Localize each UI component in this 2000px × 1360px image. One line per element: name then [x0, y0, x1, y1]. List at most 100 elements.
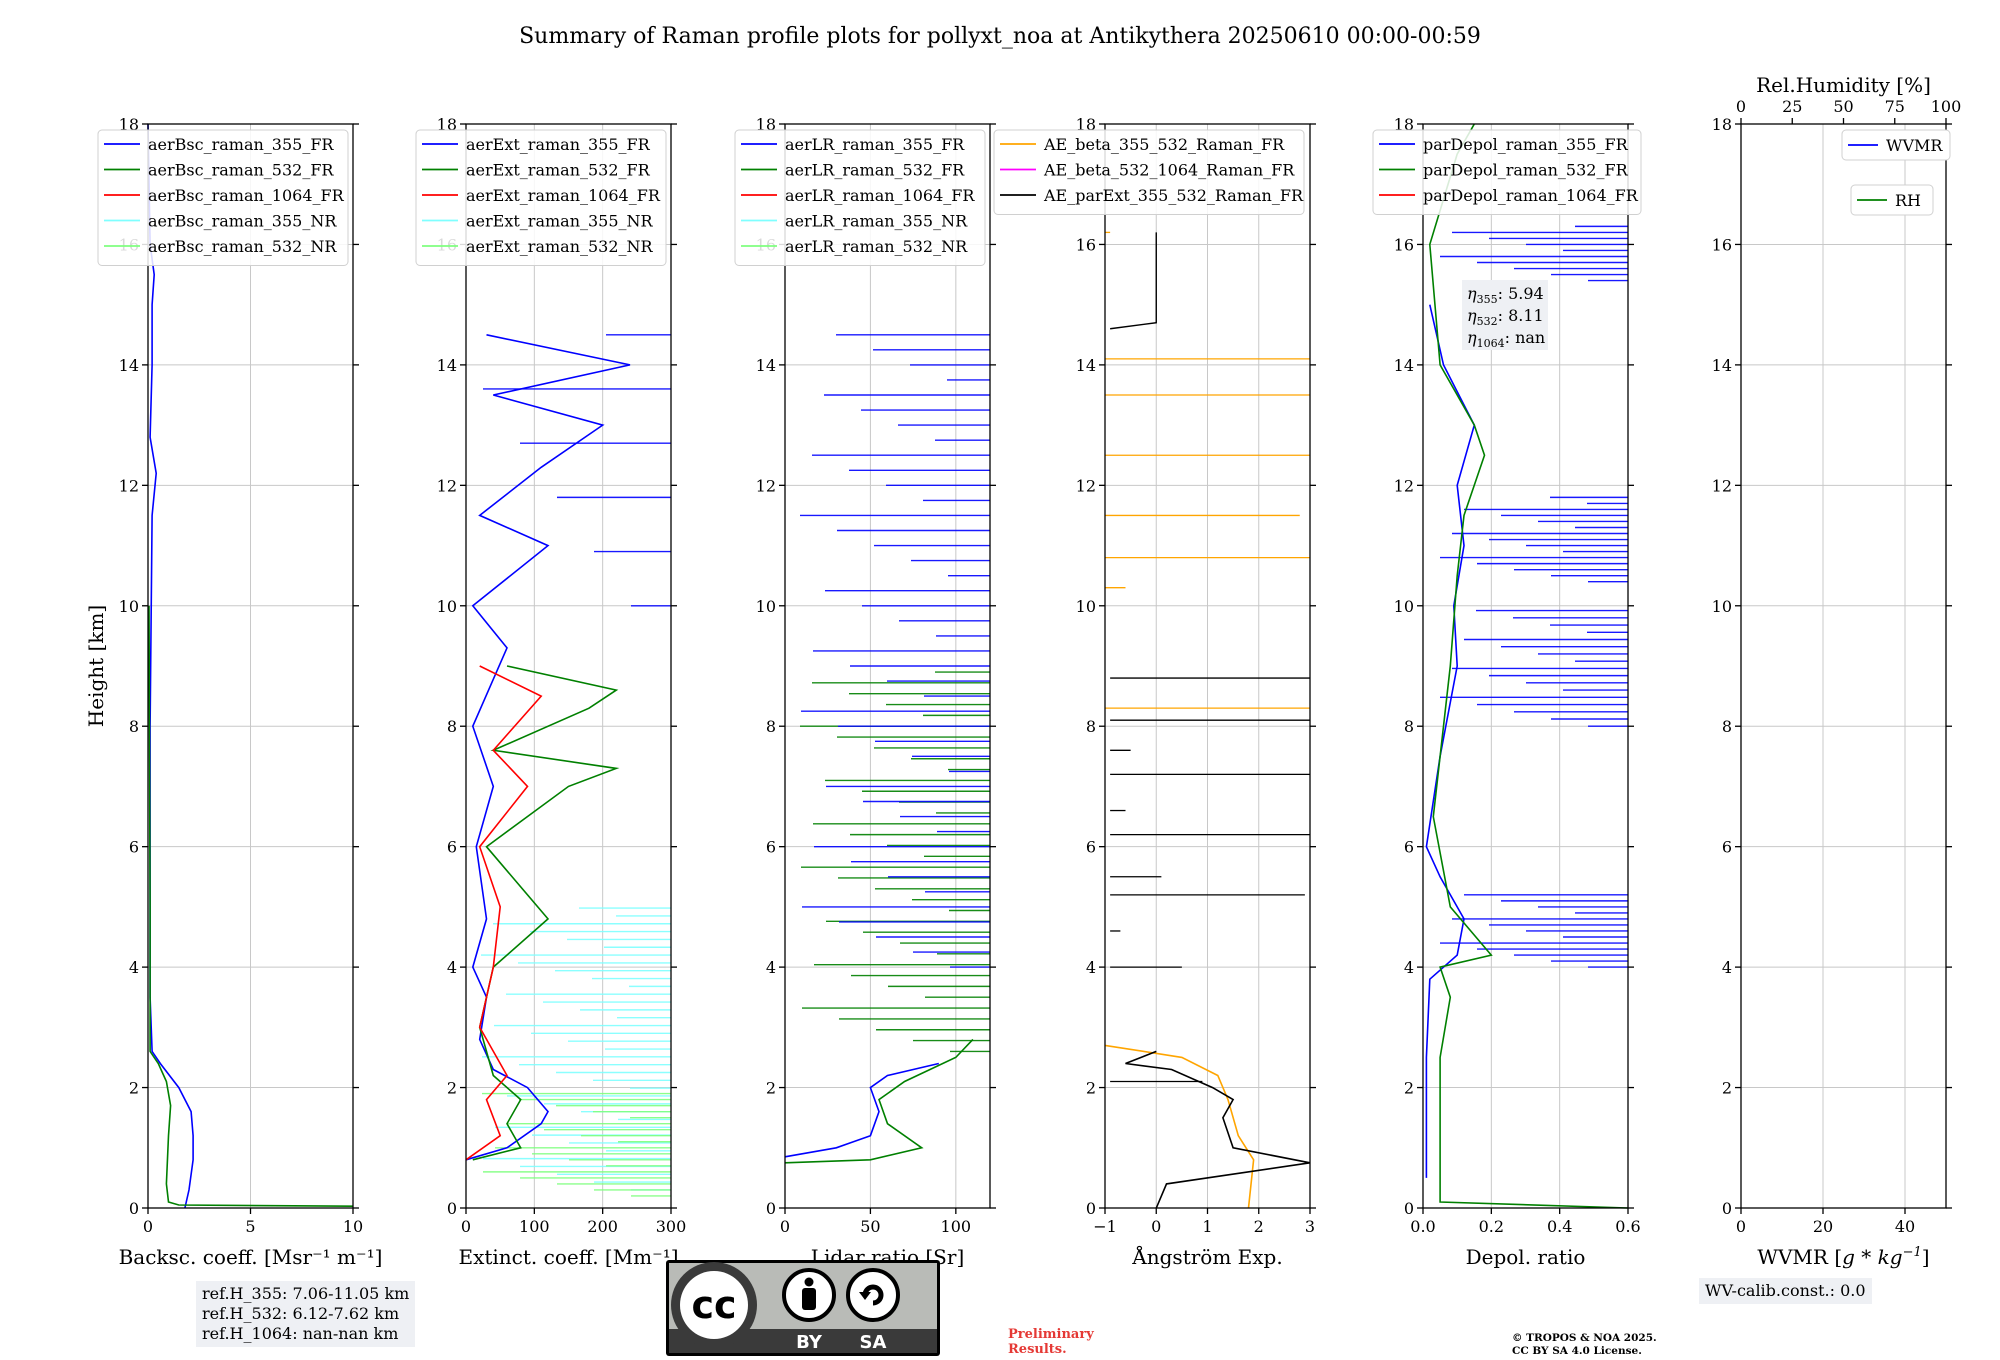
x-tick-label-ae-3: 2	[1254, 1217, 1264, 1236]
legend-label-ext-4: aerExt_raman_532_NR	[466, 237, 654, 256]
legend-box-wv-0	[1841, 129, 1951, 161]
legend-label-ae-1: AE_beta_532_1064_Raman_FR	[1043, 161, 1295, 180]
series-dep-0	[1425, 304, 1476, 1178]
x-axis-label-ext: Extinct. coeff. [Mm⁻¹]	[458, 1245, 678, 1269]
preliminary-line-1: Preliminary	[1008, 1327, 1094, 1342]
wv-calib-box: WV-calib.const.: 0.0	[1699, 1278, 1872, 1304]
axes-frame-dep	[1422, 123, 1629, 1209]
y-tick-label-dep-8: 16	[1394, 235, 1414, 254]
x-tick-label-wv-1: 20	[1813, 1217, 1833, 1236]
legend-box-lr	[734, 129, 986, 266]
y-tick-label-ae-6: 12	[1076, 476, 1096, 495]
refH-1064: ref.H_1064: nan-nan km	[202, 1324, 399, 1343]
y-tick-label-ae-4: 8	[1086, 717, 1096, 736]
y-tick-label-bsc-1: 2	[129, 1079, 139, 1098]
eta-355: η355: 5.94	[1467, 284, 1544, 306]
x-tick-label-ae-1: 0	[1151, 1217, 1161, 1236]
legend-label-bsc-0: aerBsc_raman_355_FR	[148, 135, 334, 154]
y-tick-label-wv-5: 10	[1712, 597, 1732, 616]
y-tick-label-dep-1: 2	[1404, 1079, 1414, 1098]
legend-label-lr-1: aerLR_raman_532_FR	[785, 161, 965, 180]
legend-box-dep	[1372, 129, 1642, 215]
axes-frame-lr	[784, 123, 991, 1209]
x-tick-label-wv-2: 40	[1895, 1217, 1915, 1236]
y-tick-label-ext-3: 6	[447, 838, 457, 857]
x-axis-label-ae: Ångström Exp.	[1131, 1244, 1282, 1269]
y-tick-label-bsc-7: 14	[119, 356, 139, 375]
legend-label-wv-1: RH	[1895, 191, 1921, 210]
series-dep-1	[1428, 123, 1629, 1209]
top-x-tick-label-2: 50	[1833, 97, 1853, 116]
eta-box	[1462, 280, 1548, 350]
legend-label-bsc-1: aerBsc_raman_532_FR	[148, 161, 334, 180]
y-tick-label-ext-2: 4	[447, 958, 457, 977]
x-tick-label-lr-2: 100	[941, 1217, 972, 1236]
x-tick-label-bsc-1: 5	[245, 1217, 255, 1236]
y-tick-label-ae-0: 0	[1086, 1199, 1096, 1218]
legend-box-ae	[993, 129, 1305, 215]
axes-frame-wv	[1740, 123, 1947, 1209]
ae-parext-top	[1110, 232, 1157, 330]
legend-box-bsc	[97, 129, 349, 266]
copyright-note: © TROPOS & NOA 2025. CC BY SA 4.0 Licens…	[1512, 1332, 1657, 1358]
y-tick-label-ae-3: 6	[1086, 838, 1096, 857]
preliminary-note: Preliminary Results.	[1008, 1327, 1094, 1357]
legend-label-dep-2: parDepol_raman_1064_FR	[1423, 186, 1639, 205]
y-tick-label-wv-4: 8	[1722, 717, 1732, 736]
y-tick-label-bsc-0: 0	[129, 1199, 139, 1218]
y-tick-label-wv-0: 0	[1722, 1199, 1732, 1218]
y-tick-label-ext-1: 2	[447, 1079, 457, 1098]
y-tick-label-ae-2: 4	[1086, 958, 1096, 977]
series-ext-1	[472, 665, 620, 1161]
y-tick-label-dep-9: 18	[1394, 115, 1414, 134]
x-tick-label-ae-0: −1	[1093, 1217, 1117, 1236]
panel-bsc: 0246810121416180510Backsc. coeff. [Msr⁻¹…	[84, 115, 382, 1269]
legend-label-lr-3: aerLR_raman_355_NR	[785, 212, 968, 231]
x-tick-label-bsc-0: 0	[143, 1217, 153, 1236]
legend-label-ext-2: aerExt_raman_1064_FR	[466, 186, 661, 205]
x-tick-label-bsc-2: 10	[343, 1217, 363, 1236]
series-ext-0	[465, 334, 631, 1161]
y-tick-label-wv-3: 6	[1722, 838, 1732, 857]
copyright-line-2: CC BY SA 4.0 License.	[1512, 1345, 1642, 1357]
y-tick-label-wv-9: 18	[1712, 115, 1732, 134]
y-tick-label-bsc-4: 8	[129, 717, 139, 736]
legend-label-lr-4: aerLR_raman_532_NR	[785, 237, 968, 256]
x-tick-label-ext-2: 200	[587, 1217, 618, 1236]
panel-ext: 0246810121416180100200300Extinct. coeff.…	[415, 115, 687, 1269]
x-tick-label-ext-3: 300	[656, 1217, 687, 1236]
y-tick-label-dep-0: 0	[1404, 1199, 1414, 1218]
sa-label: SA	[860, 1332, 887, 1353]
panel-dep: 0 2 4 6 8 10 12 14 16 18 0.0 0.2 0.4 0.6 Depol. ratio p…	[1372, 115, 1642, 1269]
y-tick-label-wv-8: 16	[1712, 235, 1732, 254]
y-tick-label-bsc-3: 6	[129, 838, 139, 857]
y-tick-label-wv-6: 12	[1712, 476, 1732, 495]
x-tick-label-ae-2: 1	[1202, 1217, 1212, 1236]
legend-label-ext-0: aerExt_raman_355_FR	[466, 135, 651, 154]
y-tick-label-wv-2: 4	[1722, 958, 1732, 977]
y-tick-label-ext-7: 14	[437, 356, 457, 375]
cc-license-badge: cc BY SA	[666, 1260, 940, 1356]
series-ext-2	[465, 665, 543, 1161]
series-bsc-1	[148, 605, 354, 1207]
x-tick-label-lr-0: 0	[780, 1217, 790, 1236]
legend-label-lr-2: aerLR_raman_1064_FR	[785, 186, 975, 205]
top-x-tick-label-3: 75	[1885, 97, 1905, 116]
y-tick-label-lr-5: 10	[756, 597, 776, 616]
top-x-axis-label: Rel.Humidity [%]	[1756, 73, 1931, 97]
panel-lr: 024681012141618050100Lidar ratio [Sr]aer…	[734, 115, 996, 1269]
y-tick-label-wv-1: 2	[1722, 1079, 1732, 1098]
y-tick-label-dep-3: 6	[1404, 838, 1414, 857]
y-axis-label: Height [km]	[84, 605, 108, 727]
legend-label-ext-1: aerExt_raman_532_FR	[466, 161, 651, 180]
y-tick-label-lr-7: 14	[756, 356, 776, 375]
x-axis-label-dep: Depol. ratio	[1466, 1245, 1586, 1269]
eta-1064: η1064: nan	[1467, 328, 1545, 350]
series-bsc-0	[147, 123, 194, 1209]
y-tick-label-lr-3: 6	[766, 838, 776, 857]
y-tick-label-ext-5: 10	[437, 597, 457, 616]
x-axis-label-wv: WVMR [g * kg−1]	[1757, 1245, 1929, 1269]
